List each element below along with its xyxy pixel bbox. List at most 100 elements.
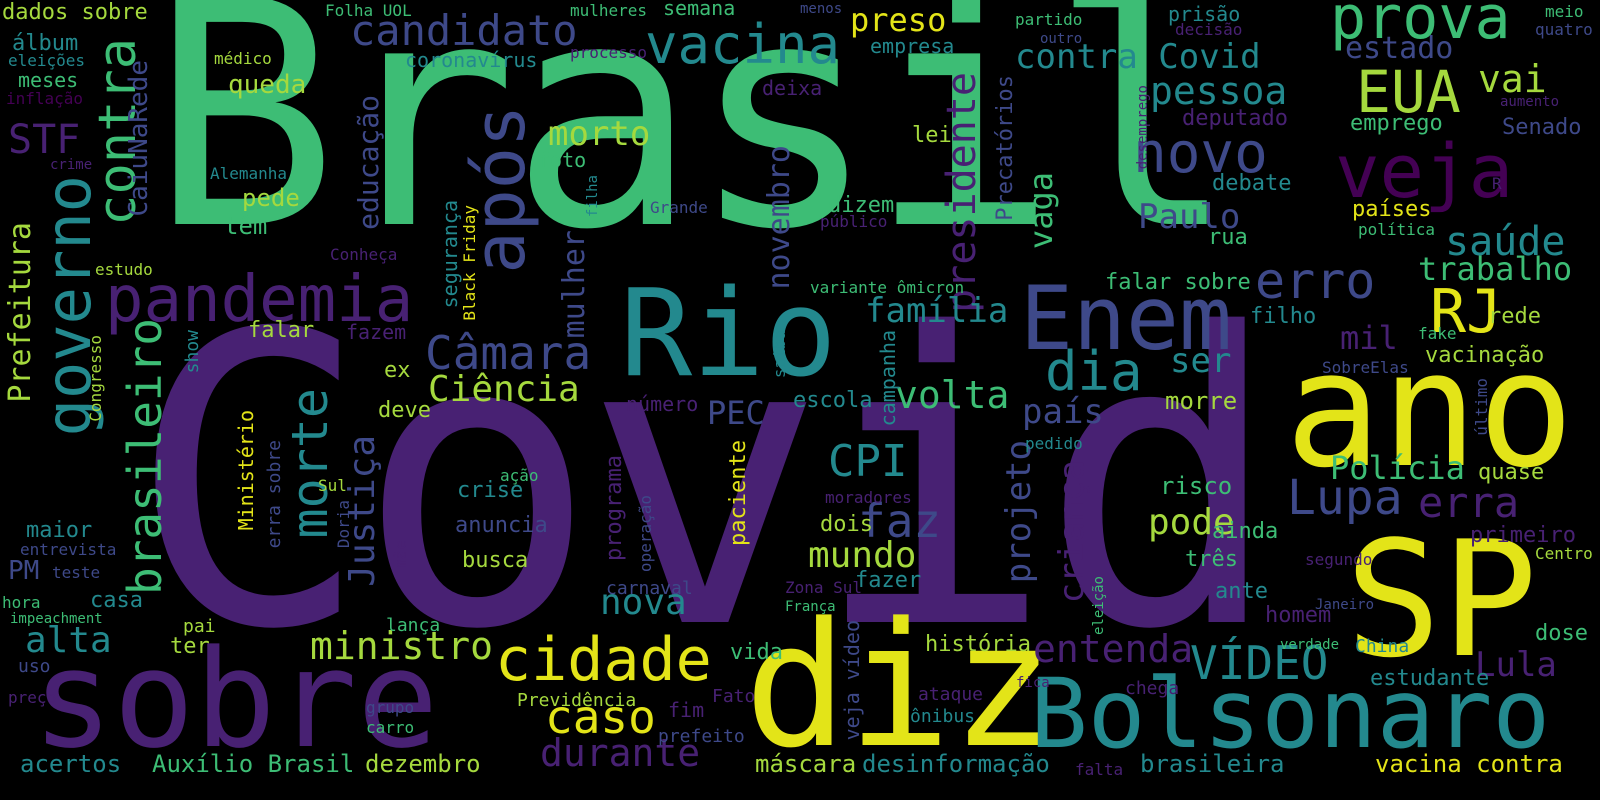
- word-falar: falar: [248, 318, 315, 343]
- word-pode: pode: [1148, 502, 1235, 543]
- word-impeachment: impeachment: [10, 611, 103, 627]
- word-rj: RJ: [1430, 277, 1503, 347]
- word-eua: EUA: [1356, 58, 1461, 126]
- word-veja: veja: [1335, 129, 1514, 215]
- word-risco: risco: [1160, 472, 1233, 500]
- word-tem: têm: [224, 212, 268, 240]
- word-falta: falta: [1075, 760, 1124, 779]
- word-eleicoes: eleições: [8, 51, 86, 70]
- word-novembro: novembro: [762, 145, 797, 290]
- word-vaga: vaga: [1022, 172, 1060, 250]
- word-erra-sobre: erra sobre: [264, 440, 285, 549]
- word-erra: erra: [1418, 478, 1520, 527]
- word-senado: Senado: [1502, 115, 1582, 140]
- word-foto: foto: [538, 148, 587, 172]
- word-ano: ano: [1285, 316, 1574, 503]
- word-quase: quase: [1478, 460, 1545, 485]
- word-erro: erro: [1255, 252, 1376, 310]
- word-centro: Centro: [1535, 544, 1593, 563]
- word-dezembro: dezembro: [365, 750, 481, 778]
- word-variante-omicron: variante ômicron: [810, 278, 965, 297]
- word-dois: dois: [820, 512, 873, 537]
- word-vacinacao: vacinação: [1425, 343, 1545, 368]
- word-chega: chega: [1125, 678, 1180, 699]
- word-ter: ter: [170, 634, 210, 659]
- word-crime: crime: [50, 157, 93, 173]
- word-album: álbum: [12, 31, 79, 56]
- word-casa: casa: [90, 588, 143, 613]
- word-fake: fake: [1418, 324, 1457, 343]
- word-deputado: deputado: [1182, 106, 1288, 131]
- word-moradores: moradores: [825, 488, 912, 507]
- word-cidade: cidade: [495, 625, 712, 695]
- word-china: China: [1355, 636, 1410, 657]
- word-tres: três: [1185, 547, 1238, 572]
- word-partido: partido: [1015, 10, 1083, 29]
- word-falar-sobre: falar sobre: [1105, 270, 1251, 295]
- word-precatorios: Precatórios: [993, 75, 1018, 221]
- word-dia: dia: [1045, 340, 1143, 403]
- word-contra-covid: contra Covid: [1015, 37, 1261, 77]
- word-pessoa: pessoa: [1150, 69, 1288, 113]
- word-ciencia: Ciência: [428, 369, 580, 410]
- word-numero: número: [626, 392, 699, 416]
- word-sul: Sul: [318, 476, 347, 495]
- word-doria: Doria: [334, 500, 353, 549]
- word-lupa: Lupa: [1287, 470, 1403, 526]
- word-eleicao: eleição: [1091, 576, 1107, 636]
- word-covid: Covid: [128, 249, 1282, 717]
- word-sp: SP: [1345, 506, 1538, 693]
- word-vida: vida: [730, 640, 783, 665]
- word-seguranca: segurança: [438, 200, 462, 309]
- word-ex: ex: [384, 358, 411, 383]
- word-mulher: mulher: [557, 230, 592, 339]
- word-educacao: educação: [352, 95, 385, 230]
- word-processo: processo: [570, 43, 648, 62]
- word-congresso: Congresso: [86, 335, 105, 422]
- word-morto: morto: [548, 114, 651, 154]
- word-onibus: ônibus: [910, 706, 976, 727]
- word-dados-sobre: dados sobre: [2, 0, 148, 25]
- word-emprego: emprego: [1350, 111, 1443, 136]
- word-nova: nova: [600, 582, 687, 623]
- word-desemprego: desemprego: [1135, 85, 1151, 170]
- word-publico: público: [820, 212, 888, 231]
- word-brasil: Brasil: [150, 0, 1237, 298]
- word-anuncia: anuncia: [455, 513, 548, 538]
- word-ainda: ainda: [1212, 519, 1279, 544]
- word-paises: países: [1352, 197, 1432, 222]
- word-rua: rua: [1208, 225, 1248, 250]
- word-r: R: [1492, 174, 1502, 193]
- word-paciente: paciente: [726, 440, 751, 546]
- word-grupo: grupo: [366, 698, 415, 717]
- word-prefeito: prefeito: [658, 726, 745, 747]
- word-pec: PEC: [707, 394, 765, 432]
- word-sobreelas: SobreElas: [1322, 358, 1409, 377]
- word-cpi: CPI: [828, 436, 908, 487]
- word-grande: Grande: [650, 198, 708, 217]
- word-familia: família: [865, 291, 1009, 331]
- word-outro: outro: [1040, 31, 1083, 47]
- word-deve: deve: [378, 398, 431, 423]
- word-brasileira: brasileira: [1140, 750, 1285, 778]
- word-fim: fim: [668, 698, 705, 722]
- word-vacina-contra: vacina contra: [1375, 750, 1563, 778]
- word-ministro: ministro: [310, 624, 494, 668]
- word-ataque: ataque: [918, 684, 984, 705]
- word-auxilio-brasil: Auxílio Brasil: [152, 750, 355, 778]
- word-quatro: quatro: [1535, 20, 1593, 39]
- word-desinformacao: desinformação: [862, 750, 1050, 778]
- word-menos: menos: [800, 1, 843, 17]
- word-caso: caso: [545, 690, 656, 744]
- word-rio: Rio: [620, 265, 837, 404]
- word-paulo: Paulo: [1138, 197, 1241, 237]
- word-queda: queda: [228, 70, 307, 100]
- word-enem: Enem: [1020, 267, 1232, 370]
- word-caiunarede: CaiuNaRede: [124, 60, 154, 217]
- word-mil: mil: [1340, 319, 1398, 357]
- word-previdencia: Previdência: [517, 690, 637, 711]
- word-historia: história: [925, 632, 1031, 657]
- word-segundo: segundo: [1305, 550, 1373, 569]
- word-medico: médico: [214, 49, 272, 68]
- word-programa: programa: [602, 455, 627, 561]
